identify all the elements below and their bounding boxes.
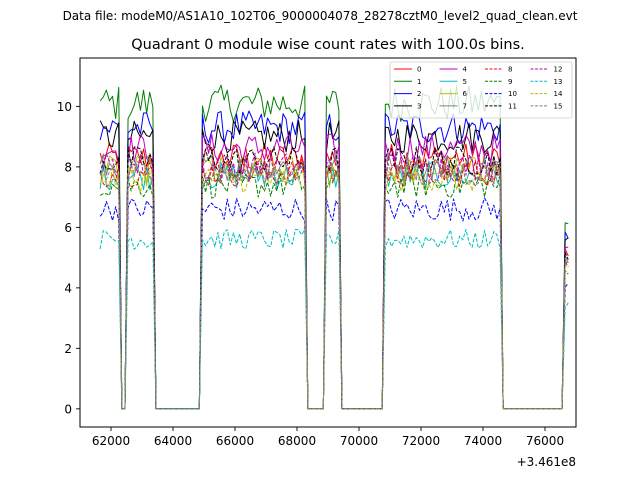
series-line-6: [99, 155, 569, 410]
x-tick-label: 68000: [278, 434, 316, 448]
legend-label-3: 3: [417, 102, 421, 110]
legend-label-11: 11: [508, 102, 517, 110]
legend-label-2: 2: [417, 90, 421, 98]
legend-label-15: 15: [554, 102, 563, 110]
x-tick-label: 76000: [526, 434, 564, 448]
y-tick-label: 0: [64, 402, 72, 416]
series-line-11: [99, 146, 569, 410]
legend-label-9: 9: [508, 78, 512, 86]
x-tick-label: 70000: [340, 434, 378, 448]
y-tick-label: 4: [64, 281, 72, 295]
x-tick-label: 66000: [216, 434, 254, 448]
legend-label-7: 7: [463, 102, 467, 110]
y-axis: 0 2 4 6 8 10: [57, 100, 80, 416]
legend-label-5: 5: [463, 78, 467, 86]
chart-title: Quadrant 0 module wise count rates with …: [131, 37, 525, 53]
legend-label-12: 12: [554, 66, 563, 74]
legend-label-6: 6: [463, 90, 468, 98]
y-tick-label: 10: [57, 100, 72, 114]
series-line-14: [99, 164, 569, 410]
series-line-9: [99, 171, 569, 410]
x-offset-label: +3.461e8: [517, 455, 576, 469]
legend-label-13: 13: [554, 78, 563, 86]
legend-label-14: 14: [554, 90, 563, 98]
x-tick-label: 74000: [464, 434, 502, 448]
series-line-15: [99, 158, 569, 410]
x-tick-label: 62000: [92, 434, 130, 448]
x-axis: 62000 64000 66000 68000 70000 72000 74000 76000: [92, 427, 564, 448]
series-line-5: [99, 161, 569, 410]
y-tick-label: 8: [64, 160, 72, 174]
axes-frame: [79, 57, 577, 428]
series-line-8: [99, 158, 569, 410]
legend-box: [389, 61, 573, 119]
series-line-12: [99, 152, 569, 410]
legend-label-8: 8: [508, 66, 512, 74]
x-tick-label: 64000: [154, 434, 192, 448]
plot-lines: [99, 84, 569, 410]
legend-label-0: 0: [417, 66, 421, 74]
y-tick-label: 6: [64, 221, 72, 235]
figure-suptitle: Data file: modeM0/AS1A10_102T06_90000040…: [63, 9, 578, 23]
series-line-3: [99, 120, 569, 410]
series-line-13: [99, 228, 569, 410]
series-line-7: [99, 152, 569, 410]
legend-label-1: 1: [417, 78, 421, 86]
y-tick-label: 2: [64, 342, 72, 356]
legend-label-4: 4: [463, 66, 468, 74]
series-line-10: [99, 197, 569, 410]
x-tick-label: 72000: [402, 434, 440, 448]
legend-label-10: 10: [508, 90, 517, 98]
